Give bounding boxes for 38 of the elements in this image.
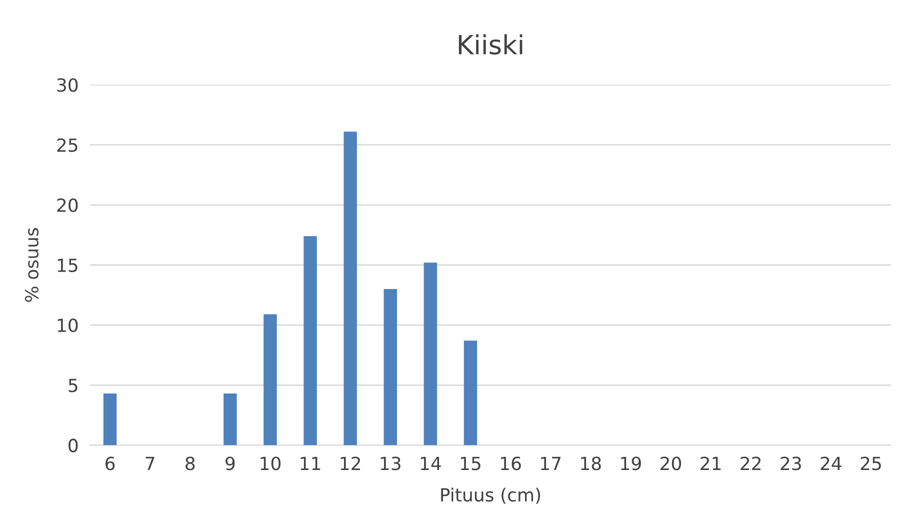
y-axis-title: % osuus: [24, 228, 39, 302]
x-tick-label: 15: [460, 456, 480, 470]
x-tick-label: 17: [541, 456, 561, 470]
x-tick-label: 14: [420, 456, 441, 470]
x-tick-label: 10: [260, 456, 281, 470]
x-tick-label: 21: [700, 456, 721, 470]
x-tick-label: 18: [581, 456, 601, 470]
x-axis-title: Pituus (cm): [441, 488, 540, 504]
chart-title: Kiiski: [458, 34, 522, 55]
x-tick-label: 7: [146, 456, 154, 470]
y-tick-label: 30: [57, 78, 78, 92]
y-tick-label: 10: [58, 318, 78, 332]
bar: [344, 132, 357, 446]
x-tick-label: 23: [780, 456, 801, 470]
y-tick-label: 25: [57, 138, 78, 152]
x-tick-label: 12: [340, 456, 360, 470]
y-tick-label: 0: [68, 438, 78, 452]
bar: [464, 340, 478, 446]
x-tick-label: 13: [380, 456, 400, 470]
y-tick-label: 20: [57, 198, 78, 212]
bar: [224, 394, 237, 446]
bar: [264, 314, 277, 446]
x-tick-label: 8: [186, 456, 195, 470]
y-tick-label: 15: [58, 258, 78, 272]
bar: [424, 262, 438, 446]
x-tick-label: 25: [860, 456, 881, 470]
bar: [103, 394, 117, 446]
bar: [384, 289, 397, 446]
bar: [304, 236, 317, 446]
x-tick-label: 19: [621, 456, 641, 470]
x-tick-label: 6: [106, 456, 115, 470]
x-tick-label: 16: [501, 456, 521, 470]
x-tick-label: 11: [300, 456, 320, 470]
x-tick-label: 20: [660, 456, 682, 470]
y-tick-label: 5: [68, 378, 78, 392]
x-tick-label: 9: [226, 456, 235, 470]
x-tick-label: 22: [740, 456, 761, 470]
x-tick-label: 24: [820, 456, 842, 470]
